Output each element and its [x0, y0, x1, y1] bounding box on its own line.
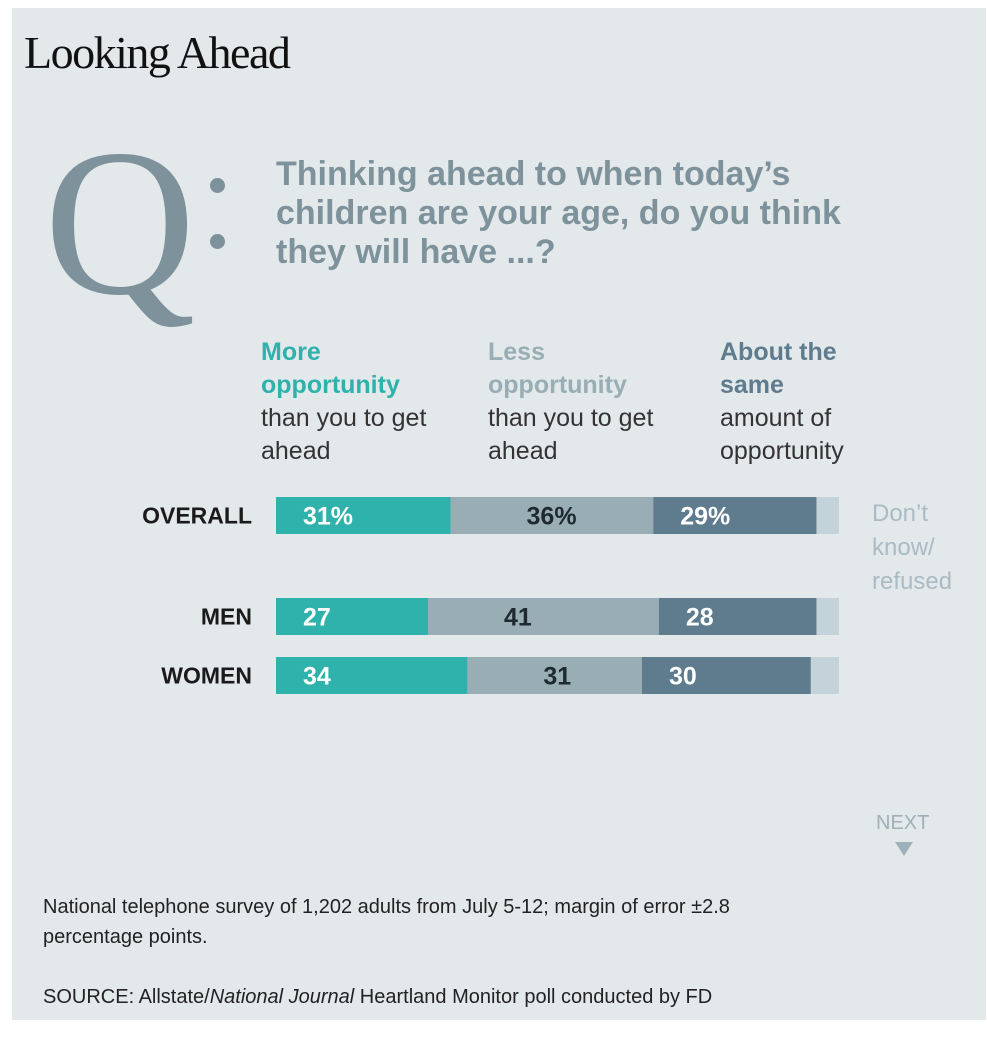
q-icon: Q	[44, 107, 196, 339]
row-label-overall: OVERALL	[142, 503, 252, 529]
bar-men-series-1	[428, 598, 659, 635]
q-colon-bottom-dot	[210, 234, 225, 249]
category-less: Less opportunity than you to get ahead	[488, 336, 688, 468]
bar-men-series-3	[816, 598, 839, 635]
data-label-overall-series-0: 31%	[303, 503, 353, 531]
bar-men-series-0	[276, 598, 429, 635]
next-arrow-icon[interactable]	[895, 842, 913, 856]
bar-overall-series-0	[276, 497, 451, 534]
category-more-sub: than you to get ahead	[261, 404, 427, 465]
annotation-dont-know-line-1: know/	[872, 534, 935, 561]
data-label-overall-series-1: 36%	[527, 503, 577, 531]
data-label-men-series-1: 41	[504, 604, 532, 632]
data-label-overall-series-2: 29%	[680, 503, 730, 531]
annotation-dont-know-line-2: refused	[872, 568, 952, 595]
bar-overall-series-3	[816, 497, 839, 534]
data-label-men-series-0: 27	[303, 604, 331, 632]
bar-women-series-2	[641, 657, 811, 694]
category-same: About the same amount of opportunity	[720, 336, 900, 468]
question-text: Thinking ahead to when today’s children …	[276, 155, 841, 271]
chart-title: Looking Ahead	[24, 27, 291, 78]
bar-overall-series-1	[450, 497, 654, 534]
data-label-men-series-2: 28	[686, 604, 714, 632]
data-label-women-series-1: 31	[543, 663, 571, 691]
bar-women-series-3	[810, 657, 839, 694]
stacked-bar-chart: OVERALL 31% 36% 29% MEN 27 41 28 WOMEN 34 31 30 Don’…	[142, 497, 952, 694]
category-more: More opportunity than you to get ahead	[261, 336, 461, 468]
data-label-women-series-0: 34	[303, 663, 331, 691]
source-prefix: SOURCE: Allstate/	[43, 986, 210, 1008]
row-label-men: MEN	[201, 604, 252, 630]
annotation-dont-know-line-0: Don’t	[872, 500, 928, 527]
category-less-sub: than you to get ahead	[488, 404, 654, 465]
next-label[interactable]: NEXT	[876, 812, 930, 834]
category-less-head: Less opportunity	[488, 338, 627, 399]
category-same-head: About the same	[720, 338, 837, 399]
source-suffix: Heartland Monitor poll conducted by FD	[354, 986, 713, 1008]
source-line: SOURCE: Allstate/National Journal Heartl…	[43, 986, 712, 1009]
row-label-women: WOMEN	[161, 663, 252, 689]
data-label-women-series-2: 30	[669, 663, 697, 691]
q-colon-top-dot	[210, 178, 225, 193]
source-italic: National Journal	[209, 986, 355, 1008]
category-more-head: More opportunity	[261, 338, 400, 399]
bar-overall-series-2	[653, 497, 817, 534]
bar-women-series-0	[276, 657, 468, 694]
bar-men-series-2	[658, 598, 817, 635]
footnote: National telephone survey of 1,202 adult…	[43, 896, 730, 948]
bar-women-series-1	[467, 657, 642, 694]
category-same-sub: amount of opportunity	[720, 404, 844, 465]
